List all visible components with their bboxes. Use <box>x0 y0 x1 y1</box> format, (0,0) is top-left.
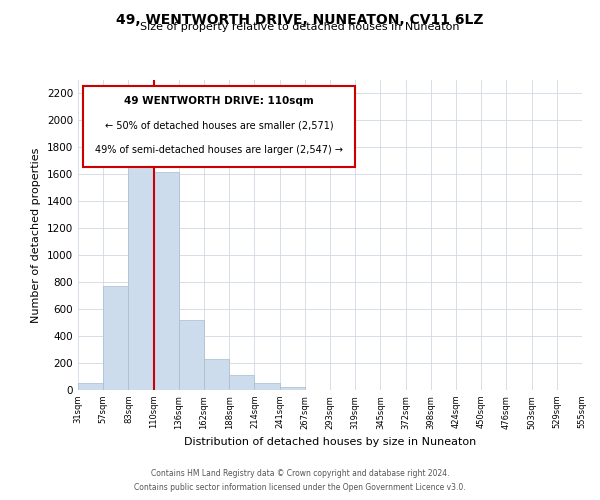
Bar <box>128 144 154 390</box>
FancyBboxPatch shape <box>83 86 355 167</box>
Text: 49, WENTWORTH DRIVE, NUNEATON, CV11 6LZ: 49, WENTWORTH DRIVE, NUNEATON, CV11 6LZ <box>116 12 484 26</box>
X-axis label: Distribution of detached houses by size in Nuneaton: Distribution of detached houses by size … <box>184 437 476 447</box>
Text: Contains public sector information licensed under the Open Government Licence v3: Contains public sector information licen… <box>134 484 466 492</box>
Text: ← 50% of detached houses are smaller (2,571): ← 50% of detached houses are smaller (2,… <box>105 120 334 130</box>
Bar <box>179 320 204 390</box>
Text: Size of property relative to detached houses in Nuneaton: Size of property relative to detached ho… <box>140 22 460 32</box>
Bar <box>103 286 128 390</box>
Bar <box>254 382 280 390</box>
Text: 49% of semi-detached houses are larger (2,547) →: 49% of semi-detached houses are larger (… <box>95 145 343 155</box>
Y-axis label: Number of detached properties: Number of detached properties <box>31 148 41 322</box>
Bar <box>229 375 254 390</box>
Bar <box>204 359 229 390</box>
Text: 49 WENTWORTH DRIVE: 110sqm: 49 WENTWORTH DRIVE: 110sqm <box>124 96 314 106</box>
Bar <box>280 386 305 390</box>
Bar <box>154 172 179 390</box>
Text: Contains HM Land Registry data © Crown copyright and database right 2024.: Contains HM Land Registry data © Crown c… <box>151 468 449 477</box>
Bar <box>78 384 103 390</box>
